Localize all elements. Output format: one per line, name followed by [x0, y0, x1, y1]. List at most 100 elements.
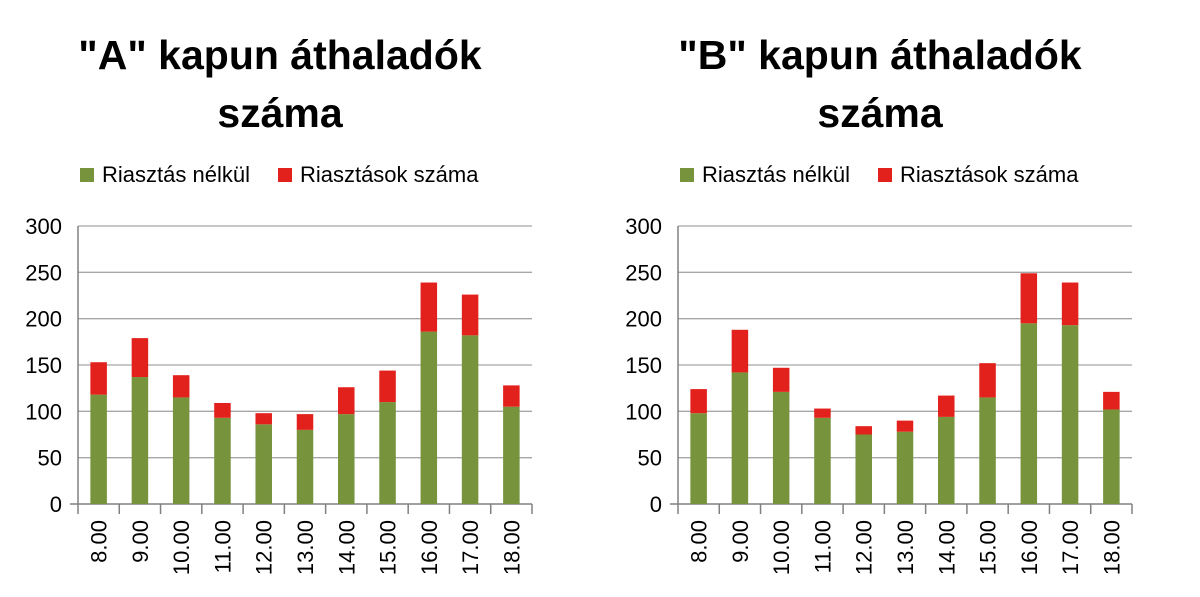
chart-title: "A" kapun áthaladók száma [0, 26, 560, 142]
bar-segment-riasztasok-szama [90, 362, 107, 395]
x-tick-label: 18.00 [499, 520, 524, 575]
legend-swatch-red [877, 168, 892, 182]
x-tick-label: 12.00 [852, 520, 877, 575]
y-tick-label: 100 [625, 399, 662, 424]
bar-segment-riasztas-nelkul [1103, 409, 1120, 504]
legend-label: Riasztások száma [299, 162, 479, 187]
chart-legend: Riasztás nélkül Riasztások száma [80, 162, 478, 188]
bar-segment-riasztasok-szama [214, 402, 231, 418]
chart-title: "B" kapun áthaladók száma [600, 26, 1160, 142]
bar-segment-riasztasok-szama [338, 387, 355, 415]
bar-segment-riasztasok-szama [131, 338, 149, 378]
bar-segment-riasztas-nelkul [214, 417, 231, 504]
x-tick-label: 8.00 [87, 520, 112, 563]
y-tick-label: 300 [25, 214, 62, 239]
x-tick-label: 13.00 [893, 520, 918, 575]
bar-segment-riasztasok-szama [896, 420, 914, 432]
bar-segment-riasztas-nelkul [938, 416, 955, 504]
y-tick-label: 100 [25, 399, 62, 424]
bar-segment-riasztas-nelkul [896, 431, 914, 504]
y-tick-label: 300 [625, 214, 662, 239]
bar-segment-riasztas-nelkul [503, 406, 520, 504]
x-tick-label: 11.00 [810, 520, 835, 573]
legend-label: Riasztások száma [899, 162, 1079, 187]
bar-segment-riasztasok-szama [1020, 273, 1038, 324]
bar-segment-riasztas-nelkul [1061, 325, 1079, 504]
chart-title-line-1: "B" kapun áthaladók [678, 32, 1082, 78]
x-tick-label: 12.00 [252, 520, 277, 575]
x-tick-label: 15.00 [976, 520, 1001, 575]
x-tick-label: 10.00 [169, 520, 194, 575]
x-tick-label: 14.00 [334, 520, 359, 575]
bar-segment-riasztas-nelkul [979, 397, 996, 504]
bar-segment-riasztasok-szama [772, 367, 790, 392]
bar-segment-riasztasok-szama [1103, 391, 1120, 410]
bar-segment-riasztasok-szama [255, 413, 272, 425]
bar-segment-riasztas-nelkul [690, 413, 707, 504]
chart-a: "A" kapun áthaladók száma Riasztás nélkü… [0, 26, 560, 575]
x-tick-label: 18.00 [1099, 520, 1124, 575]
bar-segment-riasztas-nelkul [420, 331, 438, 504]
y-tick-label: 250 [625, 260, 662, 285]
bar-segment-riasztas-nelkul [131, 377, 149, 504]
x-tick-label: 10.00 [769, 520, 794, 575]
x-tick-label: 17.00 [458, 520, 483, 575]
chart-title-line-2: száma [817, 90, 943, 136]
legend-swatch-green [80, 168, 94, 182]
bar-segment-riasztas-nelkul [338, 414, 355, 504]
y-tick-label: 50 [38, 446, 62, 471]
bar-segment-riasztasok-szama [690, 389, 707, 414]
legend-item-riasztas-nelkul: Riasztás nélkül [80, 162, 250, 188]
chart-plot-svg: 0 50 100 150 200 250 300 8.00 9.00 10.00 11.00 12.0… [625, 214, 1133, 575]
x-tick-label: 9.00 [728, 520, 753, 563]
x-tick-label: 17.00 [1058, 520, 1083, 575]
x-tick-label: 8.00 [687, 520, 712, 563]
bar-segment-riasztasok-szama [503, 385, 520, 407]
bar-segment-riasztasok-szama [855, 426, 872, 435]
bar-segment-riasztas-nelkul [255, 424, 272, 504]
legend-swatch-green [680, 168, 694, 182]
bar-segment-riasztasok-szama [420, 282, 438, 332]
y-tick-label: 200 [25, 307, 62, 332]
chart-plot-svg: 0 50 100 150 200 250 300 8.00 9.00 10.00 11.00 12.0… [25, 214, 533, 575]
legend-item-riasztasok-szama: Riasztások száma [277, 162, 479, 188]
y-tick-label: 0 [650, 492, 662, 517]
bar-segment-riasztasok-szama [172, 375, 190, 398]
x-tick-label: 16.00 [1017, 520, 1042, 575]
legend-item-riasztasok-szama: Riasztások száma [877, 162, 1079, 188]
x-tick-label: 14.00 [934, 520, 959, 575]
bar-segment-riasztas-nelkul [296, 429, 314, 504]
bar-segment-riasztas-nelkul [172, 397, 190, 504]
legend-item-riasztas-nelkul: Riasztás nélkül [680, 162, 850, 188]
chart-b: "B" kapun áthaladók száma Riasztás nélkü… [600, 0, 1200, 597]
x-tick-label: 16.00 [417, 520, 442, 575]
bar-segment-riasztasok-szama [731, 329, 749, 373]
bar-segment-riasztasok-szama [938, 395, 955, 417]
y-tick-label: 150 [25, 353, 62, 378]
bar-segment-riasztasok-szama [814, 408, 831, 418]
y-tick-label: 150 [625, 353, 662, 378]
bar-segment-riasztas-nelkul [814, 417, 831, 504]
bar-segment-riasztas-nelkul [731, 372, 749, 504]
bar-segment-riasztas-nelkul [379, 402, 396, 504]
bar-segment-riasztasok-szama [1061, 282, 1079, 326]
x-tick-label: 9.00 [128, 520, 153, 563]
legend-swatch-red [277, 168, 292, 182]
bar-segment-riasztasok-szama [461, 294, 479, 336]
chart-legend: Riasztás nélkül Riasztások száma [680, 162, 1078, 188]
chart-title-line-1: "A" kapun áthaladók [78, 32, 482, 78]
bar-segment-riasztas-nelkul [461, 335, 479, 504]
y-tick-label: 50 [638, 446, 662, 471]
bar-segment-riasztas-nelkul [1020, 323, 1038, 504]
bar-segment-riasztasok-szama [379, 370, 396, 403]
y-tick-label: 200 [625, 307, 662, 332]
x-tick-label: 15.00 [376, 520, 401, 575]
legend-label: Riasztás nélkül [102, 162, 250, 187]
bar-segment-riasztasok-szama [296, 414, 314, 430]
bar-segment-riasztasok-szama [979, 363, 996, 398]
bar-segment-riasztas-nelkul [855, 434, 872, 504]
x-tick-label: 13.00 [293, 520, 318, 575]
x-tick-label: 11.00 [210, 520, 235, 573]
bar-segment-riasztas-nelkul [90, 394, 107, 504]
chart-title-line-2: száma [217, 90, 343, 136]
